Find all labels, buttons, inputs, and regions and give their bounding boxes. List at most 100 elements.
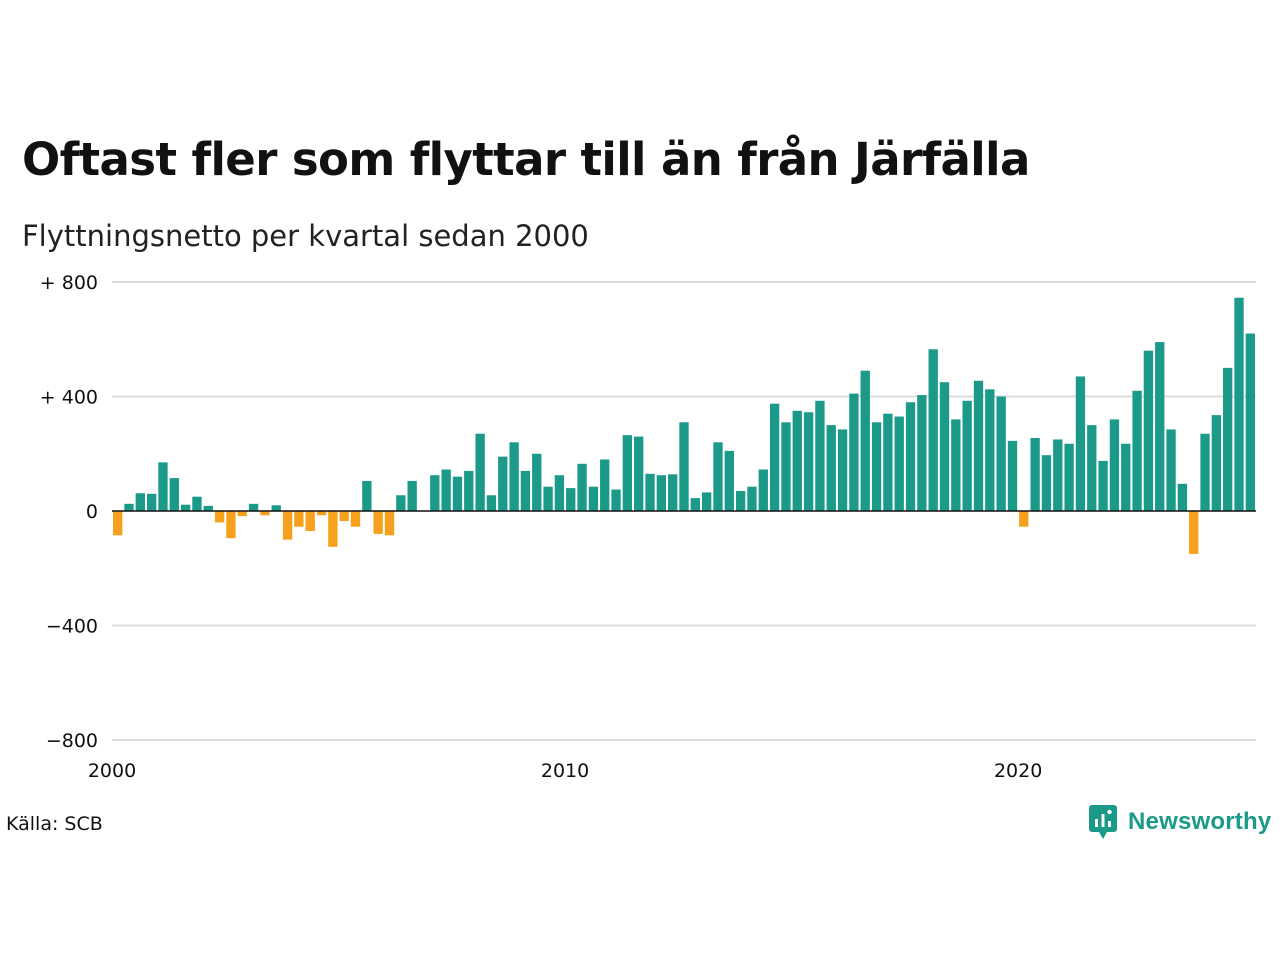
bar <box>792 410 802 511</box>
bar <box>634 436 644 511</box>
bar <box>113 511 123 536</box>
bar <box>396 495 406 511</box>
bar <box>271 505 281 511</box>
bar <box>985 389 995 511</box>
newsworthy-logo-icon <box>1089 805 1117 839</box>
newsworthy-logo[interactable]: Newsworthy <box>1088 804 1271 840</box>
bar <box>815 400 825 511</box>
bar <box>803 412 814 511</box>
bar <box>237 511 247 517</box>
bar <box>577 463 587 511</box>
source-note: Källa: SCB <box>6 813 103 835</box>
bar <box>883 413 893 511</box>
y-tick-label: −800 <box>46 730 98 752</box>
bar <box>1245 333 1255 511</box>
bar <box>520 470 531 511</box>
bar <box>928 349 938 511</box>
bar <box>203 505 213 511</box>
bar <box>1166 429 1176 511</box>
x-axis-labels: 2000 2010 2020 <box>88 760 1042 782</box>
bar <box>214 511 225 523</box>
bar <box>158 462 168 511</box>
bar <box>622 435 633 511</box>
bar <box>1030 438 1040 511</box>
bar <box>316 511 327 516</box>
bar <box>758 469 768 511</box>
bar <box>532 453 542 511</box>
bar <box>860 370 870 511</box>
bar <box>1109 419 1120 511</box>
bar <box>1007 440 1018 511</box>
bar <box>1223 367 1233 512</box>
bar <box>668 474 678 511</box>
bar <box>837 429 848 511</box>
bar <box>373 511 383 534</box>
bar <box>1098 460 1108 511</box>
bar <box>1041 455 1052 511</box>
brand-name: Newsworthy <box>1128 808 1272 835</box>
bars <box>113 297 1255 554</box>
bar <box>543 486 553 511</box>
y-tick-label: + 400 <box>40 387 98 409</box>
bar <box>735 490 746 511</box>
bar <box>747 486 757 511</box>
gridlines <box>112 281 1256 741</box>
bar <box>226 511 236 539</box>
bar <box>554 475 565 511</box>
bar <box>509 442 519 511</box>
bar <box>724 450 734 511</box>
bar <box>826 425 836 512</box>
chart-title: Oftast fler som flyttar till än från Jär… <box>22 133 1030 186</box>
bar <box>260 511 270 516</box>
bar <box>282 511 293 540</box>
bar <box>135 493 145 511</box>
y-tick-label: + 800 <box>40 272 98 294</box>
bar <box>498 456 508 511</box>
bar <box>781 422 791 511</box>
bar <box>452 476 463 511</box>
bar <box>305 511 315 532</box>
bar <box>611 489 621 511</box>
bar <box>1075 376 1086 511</box>
bar <box>441 469 451 511</box>
bar <box>588 486 599 511</box>
y-tick-label: 0 <box>86 501 98 523</box>
bar <box>1087 425 1097 512</box>
bar <box>645 473 655 511</box>
x-tick-label: 2010 <box>541 760 589 782</box>
bar <box>464 470 474 511</box>
bar <box>248 503 259 511</box>
bar <box>996 396 1006 511</box>
bar <box>294 511 304 527</box>
bar <box>192 496 202 511</box>
bar <box>656 475 667 511</box>
x-tick-label: 2020 <box>994 760 1042 782</box>
bar <box>1121 443 1131 511</box>
bar <box>362 480 372 511</box>
bar <box>124 503 134 511</box>
bar <box>769 403 780 511</box>
bar <box>1019 511 1029 527</box>
bar <box>430 475 440 511</box>
bar <box>1064 443 1074 511</box>
bar <box>486 495 497 511</box>
bar-chart: + 800 + 400 0 −400 −800 2000 2010 2020 <box>40 272 1256 782</box>
bar <box>407 480 417 511</box>
bar <box>339 511 349 522</box>
bar <box>1200 433 1210 511</box>
bar <box>962 400 972 511</box>
bar <box>146 493 157 511</box>
bar <box>1189 511 1199 554</box>
bar <box>1155 342 1165 511</box>
bar <box>951 419 961 511</box>
bar <box>679 422 689 511</box>
bar <box>384 511 395 536</box>
y-axis-labels: + 800 + 400 0 −400 −800 <box>40 272 98 752</box>
bar <box>180 504 191 511</box>
y-tick-label: −400 <box>46 616 98 638</box>
bar <box>973 380 984 511</box>
bar <box>169 478 179 511</box>
bar <box>475 433 485 511</box>
bar <box>1132 390 1142 511</box>
bar <box>939 382 950 511</box>
